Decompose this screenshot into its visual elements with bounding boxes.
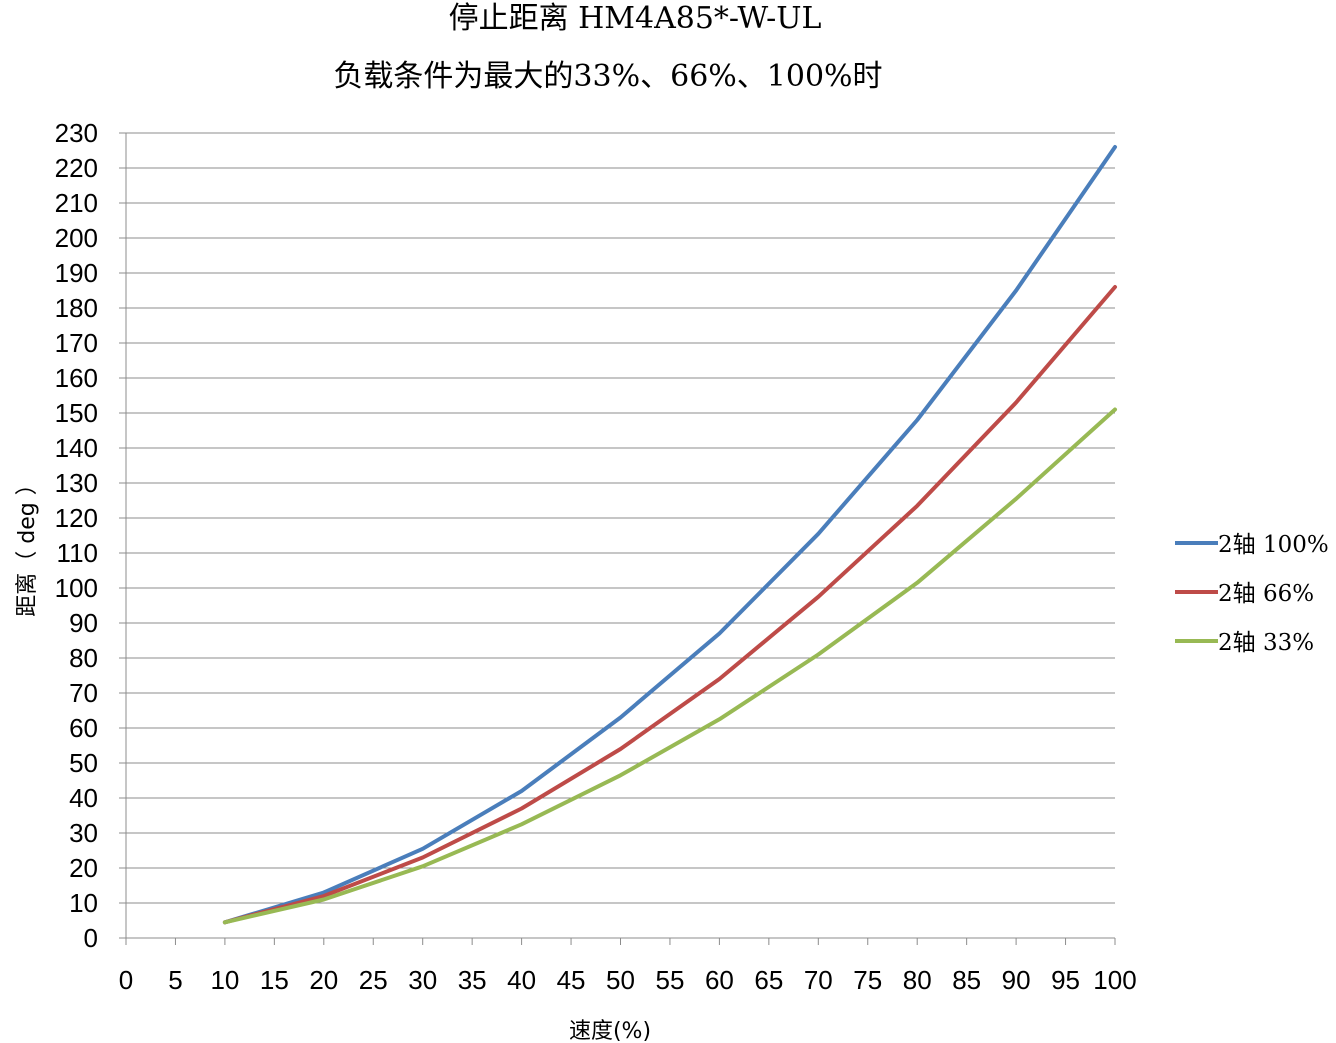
series-line-0 <box>225 147 1115 922</box>
legend-label: 2轴 100% <box>1218 532 1329 558</box>
axes <box>119 133 1115 945</box>
x-tick-label: 35 <box>458 965 487 995</box>
legend-label: 2轴 66% <box>1218 581 1314 607</box>
x-tick-labels: 0 5 10 15 20 25 30 35 40 45 50 55 60 65 70 75 80 85 90 95 10… <box>119 965 1137 995</box>
y-tick-labels: 0 10 20 30 40 50 60 70 80 90 100 110 120 130 140 150 160… <box>55 118 98 953</box>
x-tick-label: 25 <box>359 965 388 995</box>
x-tick-label: 45 <box>557 965 586 995</box>
x-axis-label: 速度(%) <box>569 1019 651 1043</box>
y-tick-label: 0 <box>84 923 98 953</box>
y-tick-label: 140 <box>55 433 98 463</box>
x-tick-label: 95 <box>1051 965 1080 995</box>
x-tick-label: 75 <box>853 965 882 995</box>
y-axis-label: 距离（ deg ） <box>15 473 40 616</box>
y-tick-label: 230 <box>55 118 98 148</box>
y-tick-label: 80 <box>69 643 98 673</box>
y-tick-label: 130 <box>55 468 98 498</box>
x-tick-label: 5 <box>168 965 182 995</box>
x-tick-label: 70 <box>804 965 833 995</box>
x-tick-label: 100 <box>1093 965 1136 995</box>
x-tick-label: 50 <box>606 965 635 995</box>
y-tick-label: 160 <box>55 363 98 393</box>
y-tick-label: 20 <box>69 853 98 883</box>
y-tick-label: 30 <box>69 818 98 848</box>
y-tick-label: 40 <box>69 783 98 813</box>
x-tick-label: 40 <box>507 965 536 995</box>
y-tick-label: 120 <box>55 503 98 533</box>
y-tick-label: 210 <box>55 188 98 218</box>
chart-subtitle: 负载条件为最大的33%、66%、100%时 <box>333 59 882 94</box>
y-tick-label: 170 <box>55 328 98 358</box>
y-tick-label: 90 <box>69 608 98 638</box>
series-line-1 <box>225 287 1115 922</box>
legend-label: 2轴 33% <box>1218 630 1314 656</box>
chart-title: 停止距离 HM4A85*-W-UL <box>449 1 822 36</box>
y-tick-label: 60 <box>69 713 98 743</box>
x-tick-label: 0 <box>119 965 133 995</box>
y-tick-label: 10 <box>69 888 98 918</box>
y-tick-label: 50 <box>69 748 98 778</box>
gridlines <box>126 133 1115 903</box>
y-tick-label: 180 <box>55 293 98 323</box>
y-tick-label: 100 <box>55 573 98 603</box>
x-tick-label: 85 <box>952 965 981 995</box>
x-tick-label: 15 <box>260 965 289 995</box>
x-tick-label: 80 <box>903 965 932 995</box>
y-tick-label: 110 <box>57 538 98 568</box>
x-tick-label: 20 <box>309 965 338 995</box>
x-tick-label: 55 <box>655 965 684 995</box>
y-tick-label: 190 <box>55 258 98 288</box>
x-tick-label: 30 <box>408 965 437 995</box>
series-lines <box>225 147 1115 922</box>
series-line-2 <box>225 410 1115 923</box>
legend: 2轴 100% 2轴 66% 2轴 33% <box>1175 532 1329 656</box>
y-tick-label: 70 <box>69 678 98 708</box>
x-tick-label: 10 <box>210 965 239 995</box>
x-tick-label: 90 <box>1002 965 1031 995</box>
y-tick-label: 150 <box>55 398 98 428</box>
y-tick-label: 200 <box>55 223 98 253</box>
y-tick-label: 220 <box>55 153 98 183</box>
x-tick-label: 65 <box>754 965 783 995</box>
x-tick-label: 60 <box>705 965 734 995</box>
